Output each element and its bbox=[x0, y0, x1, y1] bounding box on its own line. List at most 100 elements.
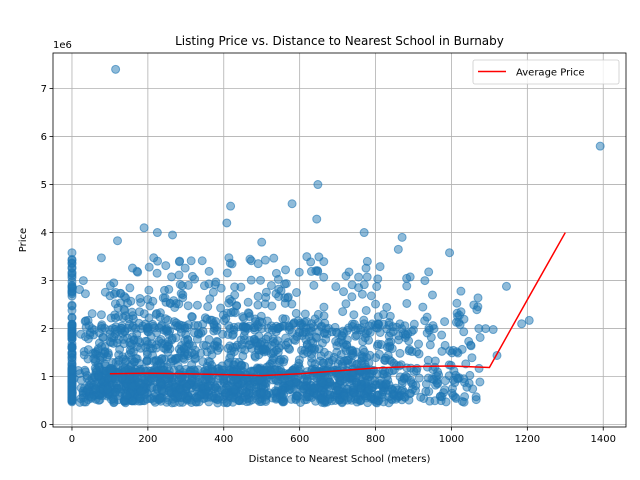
scatter-point bbox=[347, 292, 357, 302]
scatter-point bbox=[204, 266, 214, 276]
scatter-point bbox=[395, 348, 405, 358]
scatter-point bbox=[179, 354, 189, 364]
scatter-point bbox=[405, 344, 415, 354]
scatter-point bbox=[82, 385, 92, 395]
scatter-point bbox=[311, 266, 321, 276]
y-tick-label: 4 bbox=[41, 228, 47, 239]
scatter-point bbox=[125, 345, 135, 355]
scatter-point bbox=[67, 374, 77, 384]
scatter-point bbox=[111, 64, 121, 74]
scatter-point bbox=[117, 373, 127, 383]
scatter-point bbox=[155, 358, 165, 368]
scatter-point bbox=[424, 267, 434, 277]
scatter-point bbox=[241, 387, 251, 397]
scatter-point bbox=[281, 265, 291, 275]
scatter-point bbox=[319, 311, 329, 321]
scatter-point bbox=[481, 324, 491, 334]
scatter-point bbox=[165, 298, 175, 308]
scatter-point bbox=[207, 392, 217, 402]
scatter-point bbox=[291, 308, 301, 318]
scatter-point bbox=[67, 312, 77, 322]
y-tick-label: 1 bbox=[41, 372, 47, 383]
scatter-point bbox=[425, 340, 435, 350]
scatter-point bbox=[427, 290, 437, 300]
scatter-point bbox=[280, 279, 290, 289]
scatter-point bbox=[152, 268, 162, 278]
scatter-point bbox=[473, 302, 483, 312]
y-tick-label: 5 bbox=[41, 180, 47, 191]
scatter-point bbox=[114, 355, 124, 365]
legend-box bbox=[472, 59, 620, 85]
scatter-point bbox=[110, 387, 120, 397]
scatter-point bbox=[420, 316, 430, 326]
scatter-point bbox=[243, 297, 253, 307]
scatter-point bbox=[197, 256, 207, 266]
scatter-point bbox=[139, 223, 149, 233]
scatter-point bbox=[100, 287, 110, 297]
scatter-point bbox=[411, 381, 421, 391]
scatter-point bbox=[209, 319, 219, 329]
scatter-point bbox=[291, 391, 301, 401]
scatter-point bbox=[357, 366, 367, 376]
scatter-point bbox=[267, 301, 277, 311]
scatter-point bbox=[231, 374, 241, 384]
scatter-point bbox=[257, 237, 267, 247]
legend-label-average-price: Average Price bbox=[516, 68, 585, 79]
y-tick-label: 7 bbox=[41, 84, 47, 95]
scatter-point bbox=[287, 199, 297, 209]
scatter-point bbox=[274, 292, 284, 302]
scatter-point bbox=[228, 329, 238, 339]
scatter-point bbox=[456, 286, 466, 296]
scatter-point bbox=[174, 270, 184, 280]
y-tick-label: 6 bbox=[41, 132, 47, 143]
scatter-point bbox=[255, 375, 265, 385]
scatter-point bbox=[274, 284, 284, 294]
scatter-point bbox=[211, 383, 221, 393]
scatter-point bbox=[161, 261, 171, 271]
scatter-point bbox=[182, 341, 192, 351]
plot-frame bbox=[52, 52, 627, 428]
scatter-point bbox=[79, 397, 89, 407]
scatter-point bbox=[302, 316, 312, 326]
scatter-point bbox=[331, 336, 341, 346]
scatter-point bbox=[314, 326, 324, 336]
scatter-point bbox=[135, 307, 145, 317]
scatter-point bbox=[382, 324, 392, 334]
scatter-point bbox=[133, 335, 143, 345]
scatter-point bbox=[300, 309, 310, 319]
scatter-point bbox=[338, 307, 348, 317]
scatter-point bbox=[215, 371, 225, 381]
scatter-point bbox=[135, 364, 145, 374]
scatter-point bbox=[465, 370, 475, 380]
scatter-point bbox=[397, 376, 407, 386]
scatter-point bbox=[453, 348, 463, 358]
scatter-point bbox=[339, 287, 349, 297]
scatter-point bbox=[361, 329, 371, 339]
x-tick-label: 1200 bbox=[515, 434, 540, 445]
scatter-point bbox=[222, 218, 232, 228]
x-tick-label: 1400 bbox=[591, 434, 616, 445]
scatter-point bbox=[201, 374, 211, 384]
scatter-point bbox=[218, 329, 228, 339]
y-axis-label: Price bbox=[18, 228, 29, 252]
scatter-point bbox=[488, 325, 498, 335]
scatter-point bbox=[436, 396, 446, 406]
scatter-point bbox=[319, 272, 329, 282]
scatter-point bbox=[424, 387, 434, 397]
y-offset-label: 1e6 bbox=[53, 40, 72, 51]
scatter-point bbox=[176, 372, 186, 382]
scatter-point bbox=[149, 253, 159, 263]
scatter-point bbox=[135, 293, 145, 303]
scatter-point bbox=[155, 312, 165, 322]
scatter-point bbox=[176, 289, 186, 299]
scatter-point bbox=[259, 366, 269, 376]
scatter-point bbox=[471, 392, 481, 402]
scatter-point bbox=[372, 282, 382, 292]
scatter-point bbox=[109, 278, 119, 288]
scatter-point bbox=[94, 395, 104, 405]
scatter-point bbox=[349, 310, 359, 320]
scatter-point bbox=[452, 308, 462, 318]
scatter-point bbox=[387, 344, 397, 354]
scatter-point bbox=[67, 255, 77, 265]
scatter-point bbox=[132, 354, 142, 364]
